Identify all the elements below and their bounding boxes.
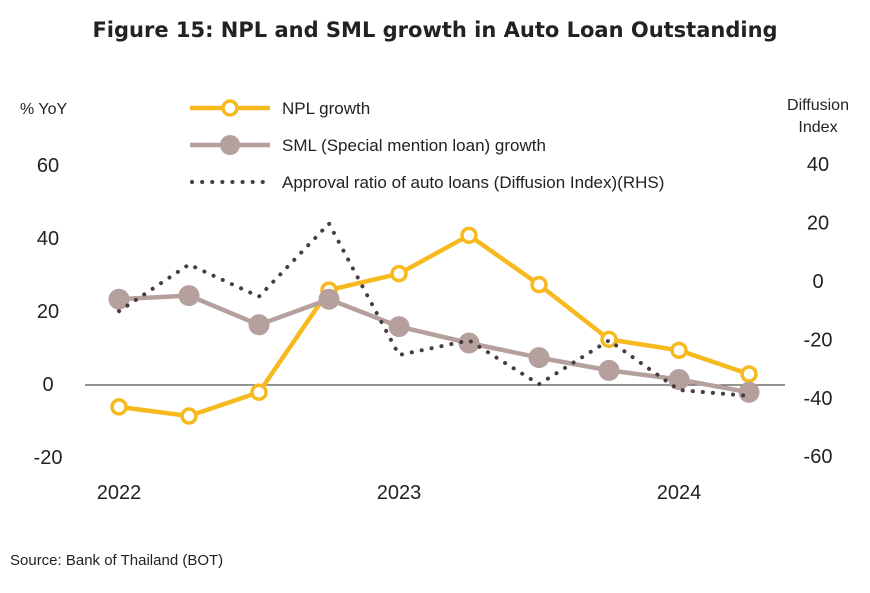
y-tick-label-right: -60 — [804, 446, 833, 468]
y-axis-right-label-line1: Diffusion — [787, 97, 849, 114]
legend-marker-npl-growth — [221, 99, 239, 117]
sml-growth-point — [388, 316, 410, 338]
sml-growth-point — [528, 347, 550, 369]
npl-growth-point — [670, 341, 688, 360]
legend-label: SML (Special mention loan) growth — [282, 136, 546, 155]
chart-title: Figure 15: NPL and SML growth in Auto Lo… — [92, 18, 778, 42]
sml-growth-point — [178, 285, 200, 307]
y-tick-label-left: 40 — [37, 228, 59, 250]
y-axis-right-label-line2: Index — [798, 119, 837, 136]
y-tick-label-left: 0 — [42, 374, 53, 396]
legend-label: Approval ratio of auto loans (Diffusion … — [282, 173, 664, 192]
x-tick-label: 2024 — [657, 482, 702, 504]
sml-growth-point — [738, 381, 760, 403]
y-tick-label-right: -20 — [804, 329, 833, 351]
series-line-approval-ratio — [117, 220, 751, 398]
y-tick-label-left: -20 — [34, 447, 63, 469]
plot-area — [108, 220, 760, 425]
npl-growth-point — [180, 407, 198, 425]
x-tick-label: 2023 — [377, 482, 422, 504]
y-tick-label-right: 40 — [807, 154, 829, 176]
y-axis-left-label: % YoY — [20, 101, 67, 118]
legend-marker-sml-growth — [220, 135, 240, 155]
x-tick-label: 2022 — [97, 482, 142, 504]
sml-growth-point — [318, 288, 340, 310]
sml-growth-point — [248, 314, 270, 336]
npl-growth-point — [110, 398, 128, 416]
sml-growth-point — [598, 359, 620, 381]
npl-growth-point — [600, 330, 618, 349]
series-line-npl-growth — [118, 233, 750, 419]
legend: NPL growth SML (Special mention loan) gro… — [190, 99, 664, 192]
sml-growth-point — [458, 332, 480, 354]
y-tick-label-right: 0 — [812, 271, 823, 293]
npl-growth-point — [460, 226, 478, 245]
npl-growth-point — [530, 275, 548, 294]
y-tick-label-left: 60 — [37, 155, 59, 177]
axes: -20 0 20 40 60 -60 -40 -20 0 20 40 2022 2023 2024 — [34, 154, 833, 504]
y-tick-label-left: 20 — [37, 301, 59, 323]
legend-label: NPL growth — [282, 99, 370, 118]
series-line-sml-growth — [118, 293, 750, 395]
npl-growth-point — [740, 365, 758, 383]
source-note: Source: Bank of Thailand (BOT) — [10, 552, 224, 569]
npl-growth-point — [250, 383, 268, 402]
y-tick-label-right: 20 — [807, 213, 829, 235]
npl-growth-point — [390, 264, 408, 283]
y-tick-label-right: -40 — [804, 388, 833, 410]
